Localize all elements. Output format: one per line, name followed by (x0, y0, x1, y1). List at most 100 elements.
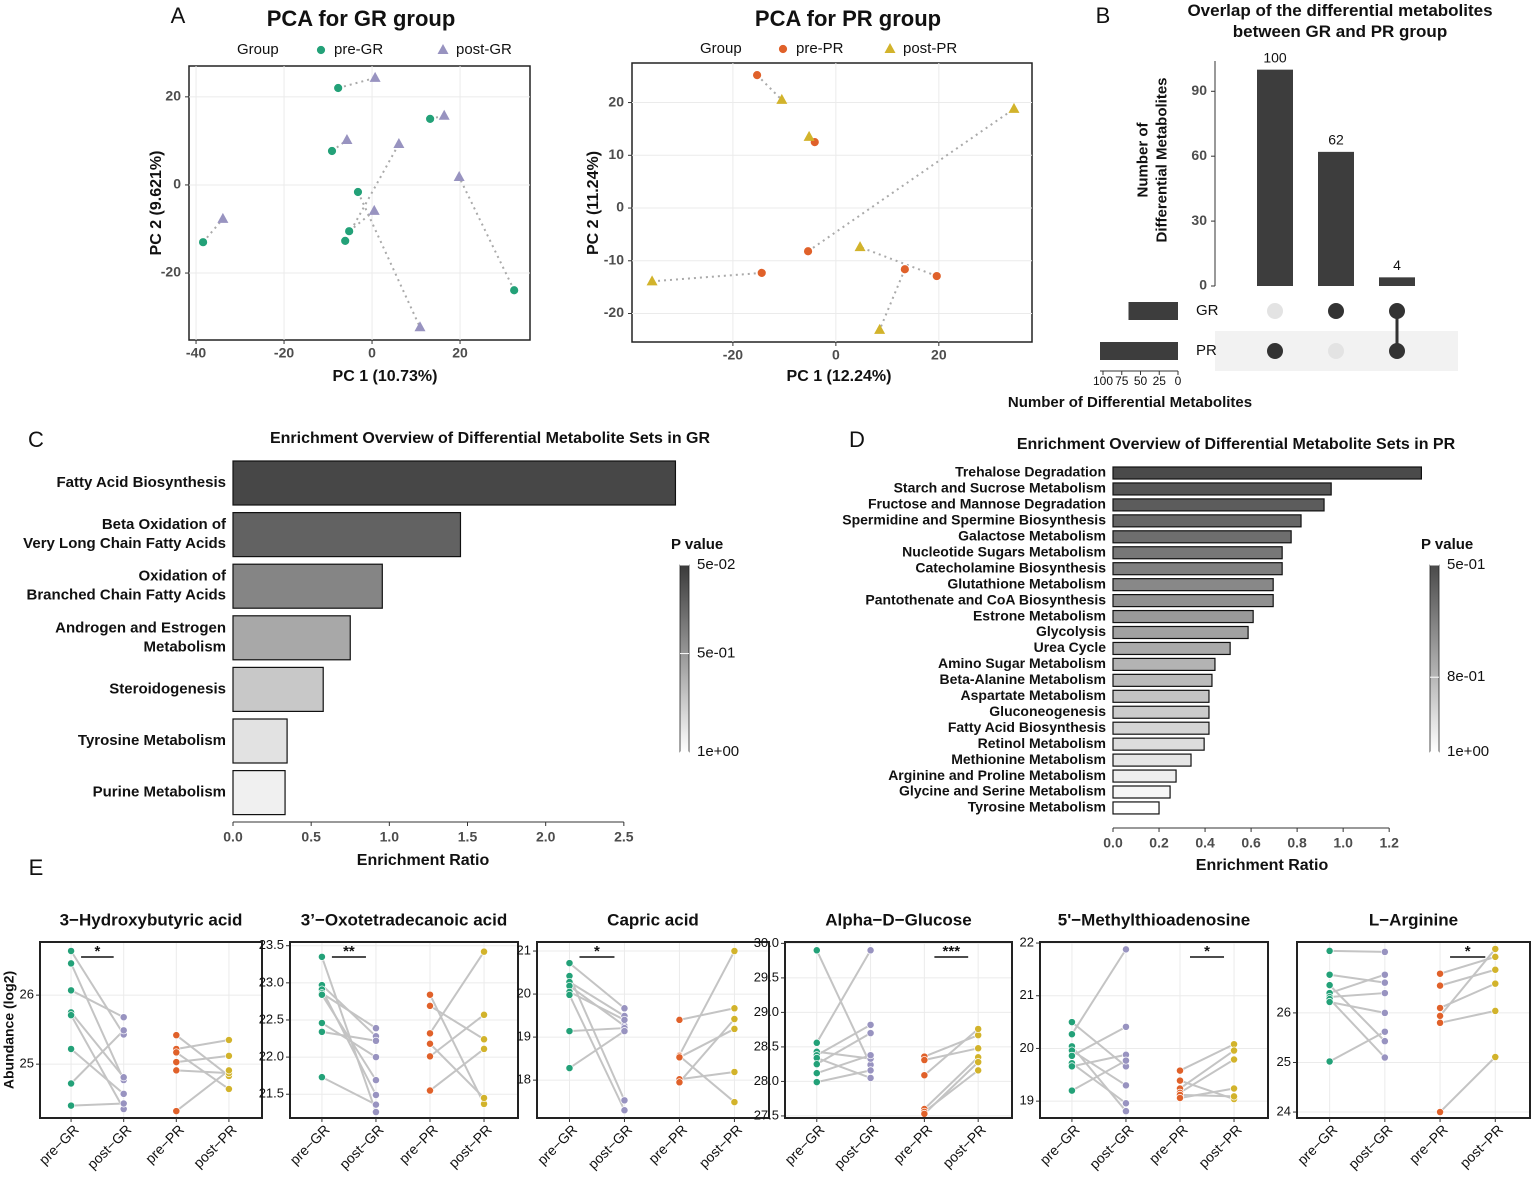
x-tick-label: pre−GR (1294, 1121, 1340, 1167)
y-axis-label: PC 2 (9.621%) (148, 151, 165, 256)
pair-line (429, 951, 485, 1034)
x-tick-label: pre−PR (1406, 1121, 1451, 1166)
point (426, 1052, 434, 1061)
plot-panel (631, 62, 1033, 343)
y-tick-label: 22 (1020, 934, 1034, 949)
pair-line (816, 1057, 871, 1079)
point (1436, 1108, 1445, 1117)
colorbar-label: 1e+00 (697, 743, 739, 760)
colorbar-label: 5e-01 (697, 645, 735, 662)
point (480, 1093, 488, 1102)
point (119, 1099, 128, 1108)
point (509, 285, 520, 296)
y-tick-label: 22.0 (259, 1049, 284, 1064)
pair-line (70, 1029, 125, 1085)
bar (1112, 498, 1325, 512)
x-tick-label: -20 (723, 347, 743, 363)
category-label: Aspartate Metabolism (961, 687, 1106, 703)
point (1325, 1057, 1334, 1066)
point (480, 947, 488, 956)
point (1230, 1092, 1238, 1101)
y-tick-label: 10 (608, 146, 624, 162)
bar (1112, 785, 1171, 799)
point (646, 275, 658, 286)
x-tick-label: post−GR (1086, 1121, 1137, 1172)
point (317, 1073, 326, 1082)
point (812, 1060, 821, 1069)
point (353, 187, 363, 197)
point (812, 1038, 821, 1047)
x-tick-label: 0.8 (1287, 835, 1307, 851)
y-tick-label: -20 (604, 304, 624, 320)
x-tick-label: 0.0 (1103, 835, 1123, 851)
point (344, 226, 355, 237)
legend-label: post-PR (903, 40, 957, 57)
category-label: Urea Cycle (1034, 639, 1107, 655)
bar (1112, 562, 1283, 576)
y-tick-label: 26 (20, 987, 34, 1002)
y-tick-label: 25 (1277, 1054, 1291, 1069)
point (1491, 944, 1500, 953)
x-tick-label: pre−PR (1146, 1121, 1191, 1166)
pair-line (1179, 1058, 1235, 1094)
y-tick-label: 27.5 (754, 1107, 779, 1122)
x-tick-label: pre−PR (890, 1121, 935, 1166)
point (1380, 978, 1389, 987)
y-axis-label: Number of (1134, 121, 1151, 197)
category-label: Pantothenate and CoA Biosynthesis (865, 591, 1106, 607)
plot-panel (188, 65, 531, 341)
chart-title: 5'−Methylthioadenosine (1058, 910, 1251, 929)
pair-line (1329, 949, 1385, 953)
plot-border (1039, 941, 1269, 1119)
matrix-dot (1328, 303, 1344, 319)
pair-line (71, 1102, 124, 1107)
point (620, 1027, 629, 1036)
point (426, 1086, 434, 1095)
pair-line (878, 268, 906, 331)
pair-line (321, 1076, 377, 1106)
legend-title: Group (700, 40, 742, 57)
point (1176, 1066, 1184, 1075)
pair-line (175, 1034, 230, 1077)
category-label: Glycolysis (1036, 623, 1106, 639)
x-tick-label: pre−PR (396, 1121, 441, 1166)
pair-line (924, 1034, 979, 1058)
bar (232, 563, 383, 609)
category-label: Branched Chain Fatty Acids (27, 587, 226, 604)
colorbar-label: 5e-02 (697, 556, 735, 573)
chart-title: PCA for PR group (755, 6, 941, 31)
significance-label: * (594, 943, 600, 960)
pair-line (1071, 1053, 1127, 1068)
y-tick-label: 21 (517, 942, 531, 957)
point (776, 93, 788, 104)
chart-title: Alpha−D−Glucose (825, 910, 971, 929)
point (198, 237, 208, 248)
x-tick-label: 0.2 (1149, 835, 1169, 851)
point (1325, 946, 1334, 955)
plot-border (784, 941, 1013, 1119)
bar (232, 615, 351, 661)
pair-line (568, 1030, 626, 1069)
x-tick-label: 0 (368, 345, 376, 361)
y-tick-label: 23.5 (259, 937, 284, 952)
bar (1112, 689, 1210, 703)
pair-line (70, 989, 125, 1019)
y-tick-label: 22.5 (259, 1011, 284, 1026)
pair-line (679, 1070, 735, 1081)
y-tick-label: 90 (1191, 82, 1207, 98)
x-tick-label: 0.0 (223, 829, 243, 845)
plot-border (39, 941, 263, 1119)
chart-title: between GR and PR group (1233, 22, 1447, 41)
significance-label: ** (343, 943, 355, 960)
colorbar-label: 1e+00 (1447, 743, 1489, 760)
category-label: Very Long Chain Fatty Acids (23, 535, 226, 552)
x-tick-label: pre−PR (142, 1121, 187, 1166)
pair-line (70, 1014, 125, 1110)
bar (1379, 277, 1415, 286)
y-axis-label: Differential Metabolites (1153, 77, 1170, 242)
point (854, 241, 866, 252)
point (974, 1066, 983, 1075)
y-tick-label: 19 (1020, 1093, 1034, 1108)
pair-line (568, 981, 625, 1017)
